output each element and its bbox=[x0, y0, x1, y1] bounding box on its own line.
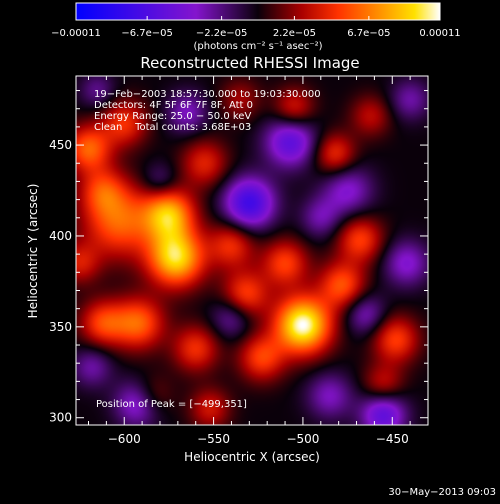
colorbar-tick-label: 6.7e−05 bbox=[347, 28, 390, 39]
heatmap-image bbox=[76, 76, 428, 425]
colorbar-frame bbox=[75, 2, 441, 21]
x-tick-label: −450 bbox=[376, 432, 409, 446]
colorbar-tick-label: 2.2e−05 bbox=[273, 28, 316, 39]
x-tick-label: −600 bbox=[108, 432, 141, 446]
colorbar-ticks: −0.00011 −6.7e−05 −2.2e−05 2.2e−05 6.7e−05 0.… bbox=[51, 16, 461, 39]
annotation-time-range: 19−Feb−2003 18:57:30.000 to 19:03:30.000 bbox=[94, 89, 321, 100]
chart-title: Reconstructed RHESSI Image bbox=[140, 54, 359, 72]
y-tick-label: 300 bbox=[49, 411, 72, 425]
y-axis-label: Heliocentric Y (arcsec) bbox=[26, 184, 40, 319]
colorbar-tick-label: −0.00011 bbox=[51, 28, 101, 39]
colorbar-unit-label: (photons cm⁻² s⁻¹ asec⁻²) bbox=[193, 41, 322, 52]
y-tick-label: 350 bbox=[49, 320, 72, 334]
plot-frame bbox=[75, 75, 429, 426]
annotation-energy-range: Energy Range: 25.0 − 50.0 keV bbox=[94, 111, 251, 122]
x-tick-label: −550 bbox=[197, 432, 230, 446]
axis-ticks: −600 −550 −500 −450 300 350 400 450 bbox=[49, 76, 429, 446]
colorbar-tick-label: 0.00011 bbox=[419, 28, 460, 39]
footer-timestamp: 30−May−2013 09:03 bbox=[388, 487, 496, 498]
annotation-block: 19−Feb−2003 18:57:30.000 to 19:03:30.000… bbox=[94, 89, 321, 133]
x-tick-label: −500 bbox=[286, 432, 319, 446]
colorbar-tick-label: −6.7e−05 bbox=[121, 28, 173, 39]
annotation-clean-counts: Clean Total counts: 3.68E+03 bbox=[94, 122, 251, 133]
annotation-detectors: Detectors: 4F 5F 6F 7F 8F, Att 0 bbox=[94, 100, 253, 111]
y-tick-label: 400 bbox=[49, 229, 72, 243]
y-tick-label: 450 bbox=[49, 138, 72, 152]
colorbar-tick-label: −2.2e−05 bbox=[196, 28, 248, 39]
heatmap-container bbox=[76, 76, 428, 425]
x-axis-label: Heliocentric X (arcsec) bbox=[184, 450, 320, 464]
peak-position-label: Position of Peak = [−499,351] bbox=[96, 399, 247, 410]
colorbar: −0.00011 −6.7e−05 −2.2e−05 2.2e−05 6.7e−05 0.… bbox=[51, 2, 461, 52]
colorbar-gradient bbox=[76, 3, 440, 20]
